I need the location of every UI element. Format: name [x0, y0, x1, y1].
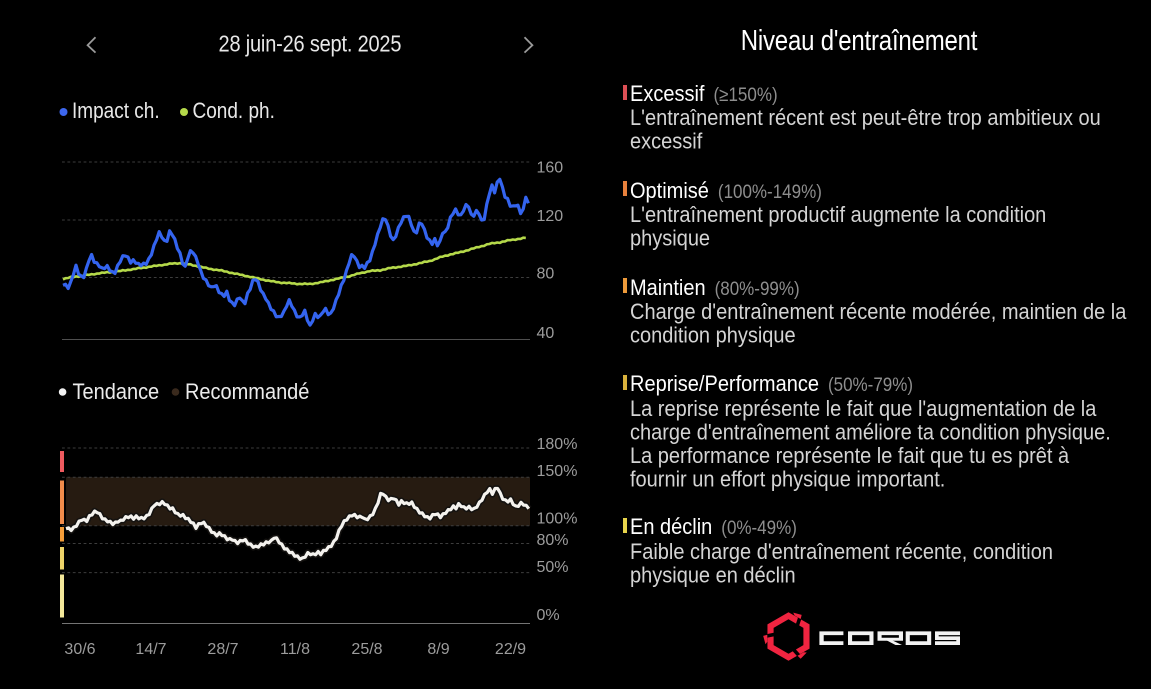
svg-text:8/9: 8/9: [427, 641, 449, 658]
svg-text:180%: 180%: [537, 436, 578, 453]
svg-text:Tendance: Tendance: [73, 380, 160, 404]
svg-text:120: 120: [537, 208, 564, 225]
svg-text:160: 160: [537, 160, 564, 177]
svg-text:0%: 0%: [537, 607, 560, 624]
svg-text:50%: 50%: [537, 559, 569, 576]
svg-text:25/8: 25/8: [351, 641, 382, 658]
svg-text:Impact ch.: Impact ch.: [72, 99, 160, 124]
svg-text:150%: 150%: [537, 463, 578, 480]
svg-text:28 juin-26 sept. 2025: 28 juin-26 sept. 2025: [219, 30, 402, 57]
svg-text:22/9: 22/9: [495, 641, 526, 658]
svg-text:30/6: 30/6: [64, 641, 95, 658]
svg-text:14/7: 14/7: [135, 641, 166, 658]
svg-text:28/7: 28/7: [207, 641, 238, 658]
svg-text:80: 80: [537, 266, 555, 283]
svg-text:100%: 100%: [537, 511, 578, 528]
svg-text:11/8: 11/8: [280, 641, 310, 658]
svg-text:Cond. ph.: Cond. ph.: [193, 99, 275, 124]
svg-text:40: 40: [537, 325, 555, 342]
svg-text:Recommandé: Recommandé: [185, 380, 309, 404]
svg-text:80%: 80%: [537, 532, 569, 549]
